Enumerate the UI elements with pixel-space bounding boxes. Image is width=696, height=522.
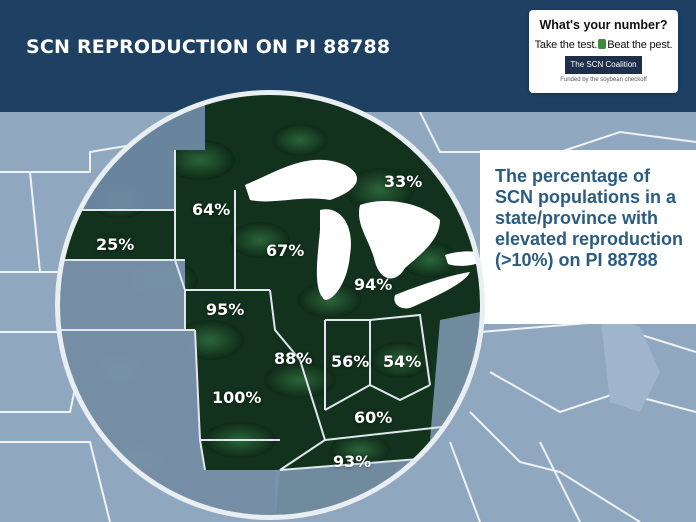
logo-tagline: Take the test. Beat the pest.: [529, 39, 678, 51]
region-label-minnesota: 64%: [192, 200, 231, 219]
region-label-wisconsin: 67%: [266, 241, 305, 260]
region-label-indiana: 56%: [331, 352, 370, 371]
region-label-ontario: 33%: [384, 172, 423, 191]
region-label-missouri: 100%: [212, 388, 262, 407]
region-label-michigan: 94%: [354, 275, 393, 294]
logo-coalition-bar: The SCN Coalition: [565, 56, 642, 74]
region-label-tennessee: 93%: [333, 452, 372, 471]
page-title: SCN REPRODUCTION ON PI 88788: [26, 36, 391, 58]
logo-question: What's your number?: [539, 18, 668, 32]
soybean-icon: [598, 39, 607, 49]
info-text: The percentage of SCN populations in a s…: [495, 166, 684, 270]
logo-tagline-left: Take the test.: [534, 39, 598, 51]
logo-tagline-right: Beat the pest.: [607, 39, 673, 51]
region-label-ohio: 54%: [383, 352, 422, 371]
region-label-south-dakota: 25%: [96, 235, 135, 254]
region-label-kentucky: 60%: [354, 408, 393, 427]
region-label-illinois: 88%: [274, 349, 313, 368]
region-label-iowa: 95%: [206, 300, 245, 319]
logo-funded-text: Funded by the soybean checkoff: [560, 77, 647, 83]
scn-coalition-logo: What's your number? Take the test. Beat t…: [529, 10, 678, 93]
info-box: The percentage of SCN populations in a s…: [480, 150, 696, 324]
